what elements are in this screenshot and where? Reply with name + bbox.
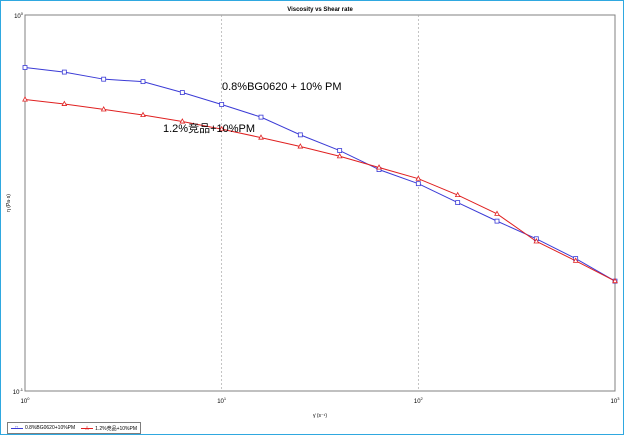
- data-point: [494, 210, 500, 216]
- data-point: [22, 65, 28, 70]
- square-marker-icon: □: [11, 425, 23, 430]
- data-point: [140, 111, 146, 118]
- data-point: [219, 102, 225, 107]
- data-point: [336, 152, 343, 159]
- data-point: [415, 181, 421, 187]
- data-point: [258, 114, 264, 120]
- annotation-series-2: 1.2%竞品+10%PM: [163, 121, 255, 135]
- legend-item-series-1: □ 0.8%BG0620+10%PM: [11, 425, 75, 431]
- x-tick-label: 103: [611, 396, 621, 405]
- y-axis-label: η (Pa·s): [6, 194, 12, 212]
- data-point: [415, 175, 422, 181]
- x-tick-labels: 100 101 102 103: [21, 396, 621, 405]
- series-layer: [22, 65, 618, 284]
- data-point: [376, 164, 382, 170]
- data-point: [22, 96, 28, 102]
- legend-label: 0.8%BG0620+10%PM: [25, 425, 76, 431]
- legend: □ 0.8%BG0620+10%PM △ 1.2%竞品+10%PM: [7, 422, 141, 434]
- data-point: [179, 118, 186, 124]
- data-point: [612, 277, 618, 284]
- series-line-2: [24, 99, 616, 282]
- data-point: [61, 69, 67, 75]
- data-point: [61, 100, 68, 106]
- data-point: [297, 143, 304, 149]
- triangle-marker-icon: △: [81, 425, 94, 430]
- annotation-series-1: 0.8%BG0620 + 10% PM: [222, 81, 342, 93]
- data-point: [179, 90, 185, 95]
- y-tick-labels: 10-1 100: [13, 11, 24, 396]
- legend-label: 1.2%竞品+10%PM: [95, 425, 137, 432]
- data-point: [454, 191, 461, 198]
- data-point: [140, 79, 146, 85]
- x-axis-label: γ̇ (s⁻¹): [313, 413, 327, 419]
- x-tick-label: 100: [21, 396, 31, 405]
- data-point: [297, 132, 303, 138]
- plot-area: [24, 14, 616, 392]
- data-point: [100, 106, 107, 112]
- series-line-1: [24, 67, 616, 282]
- data-point: [258, 134, 264, 140]
- x-tick-label: 101: [217, 396, 227, 405]
- data-point: [455, 200, 461, 206]
- x-tick-label: 102: [414, 396, 424, 405]
- y-tick-label: 100: [14, 11, 24, 20]
- chart-title: Viscosity vs Shear rate: [287, 7, 353, 13]
- y-tick-label: 10-1: [13, 387, 24, 396]
- data-point: [572, 257, 579, 263]
- data-point: [533, 238, 540, 244]
- grid-lines: [221, 15, 419, 391]
- legend-item-series-2: △ 1.2%竞品+10%PM: [81, 425, 137, 432]
- data-point: [218, 125, 225, 132]
- data-point: [337, 148, 343, 153]
- data-point: [494, 218, 500, 224]
- data-point: [101, 76, 107, 82]
